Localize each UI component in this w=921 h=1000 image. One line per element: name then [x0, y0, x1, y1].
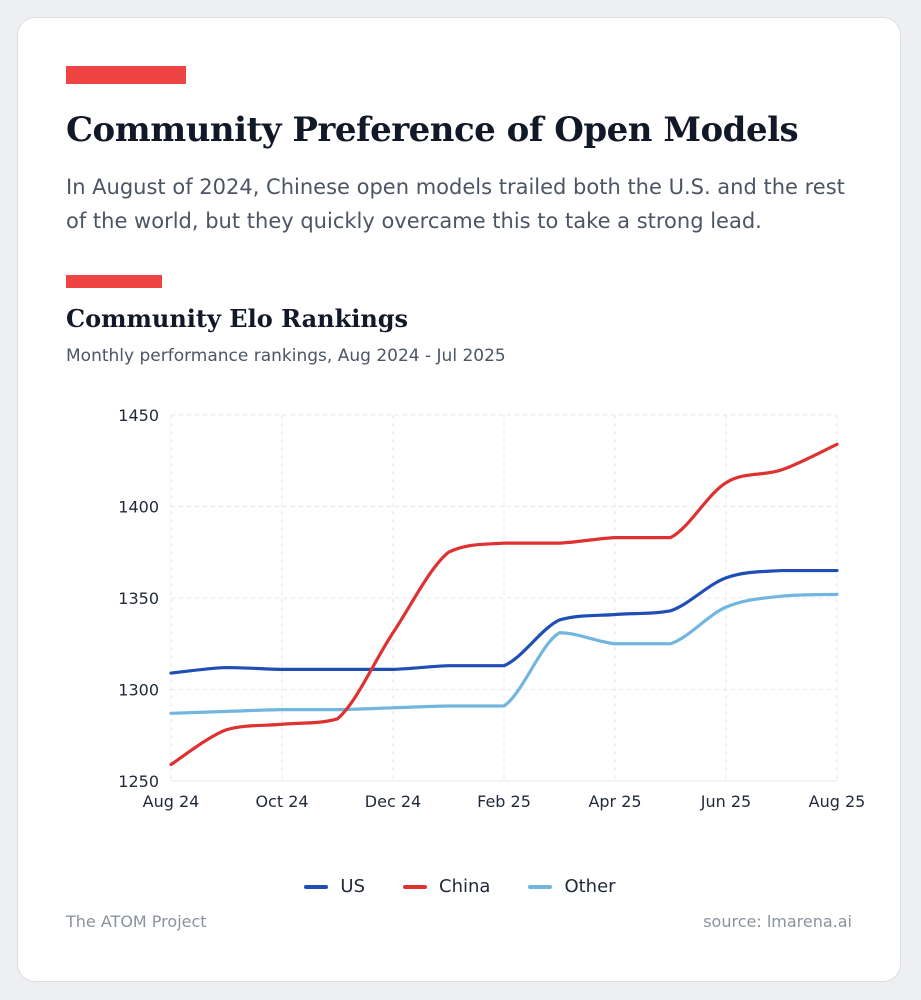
y-tick-label: 1450 [118, 406, 159, 425]
y-tick-label: 1350 [118, 589, 159, 608]
x-tick-label: Apr 25 [588, 792, 641, 811]
series-line-us [169, 568, 839, 675]
chart-card: Community Preference of Open Models In A… [17, 17, 901, 982]
x-tick-label: Aug 25 [809, 792, 866, 811]
x-tick-label: Aug 24 [143, 792, 200, 811]
y-tick-label: 1250 [118, 772, 159, 791]
accent-bar-top [66, 66, 186, 84]
footer-credit: The ATOM Project [66, 912, 207, 931]
page-title: Community Preference of Open Models [66, 110, 799, 150]
legend-label: China [439, 876, 491, 897]
legend-label: Other [564, 876, 616, 897]
legend-item-china: China [403, 876, 490, 897]
y-tick-label: 1300 [118, 681, 159, 700]
y-tick-label: 1400 [118, 498, 159, 517]
page-subtitle: In August of 2024, Chinese open models t… [66, 175, 845, 233]
x-tick-label: Dec 24 [365, 792, 421, 811]
legend-swatch [403, 884, 428, 889]
chart-title: Community Elo Rankings [66, 304, 409, 333]
x-tick-label: Jun 25 [700, 792, 751, 811]
legend-swatch [304, 884, 329, 889]
series-line-other [169, 592, 839, 715]
x-tick-label: Feb 25 [477, 792, 531, 811]
accent-bar-chart [66, 275, 162, 288]
footer-source: source: lmarena.ai [703, 912, 852, 931]
legend-item-us: US [304, 876, 365, 897]
chart-legend: US China Other [18, 876, 902, 897]
legend-label: US [340, 876, 366, 897]
elo-line-chart: 1250 1300 1350 1400 1450 Aug 24 Oct 24 Dec 24 Fe… [118, 406, 866, 811]
x-tick-label: Oct 24 [255, 792, 308, 811]
legend-swatch [528, 884, 553, 889]
series-line-china [169, 442, 839, 767]
chart-subtitle: Monthly performance rankings, Aug 2024 -… [66, 346, 506, 366]
legend-item-other: Other [528, 876, 616, 897]
